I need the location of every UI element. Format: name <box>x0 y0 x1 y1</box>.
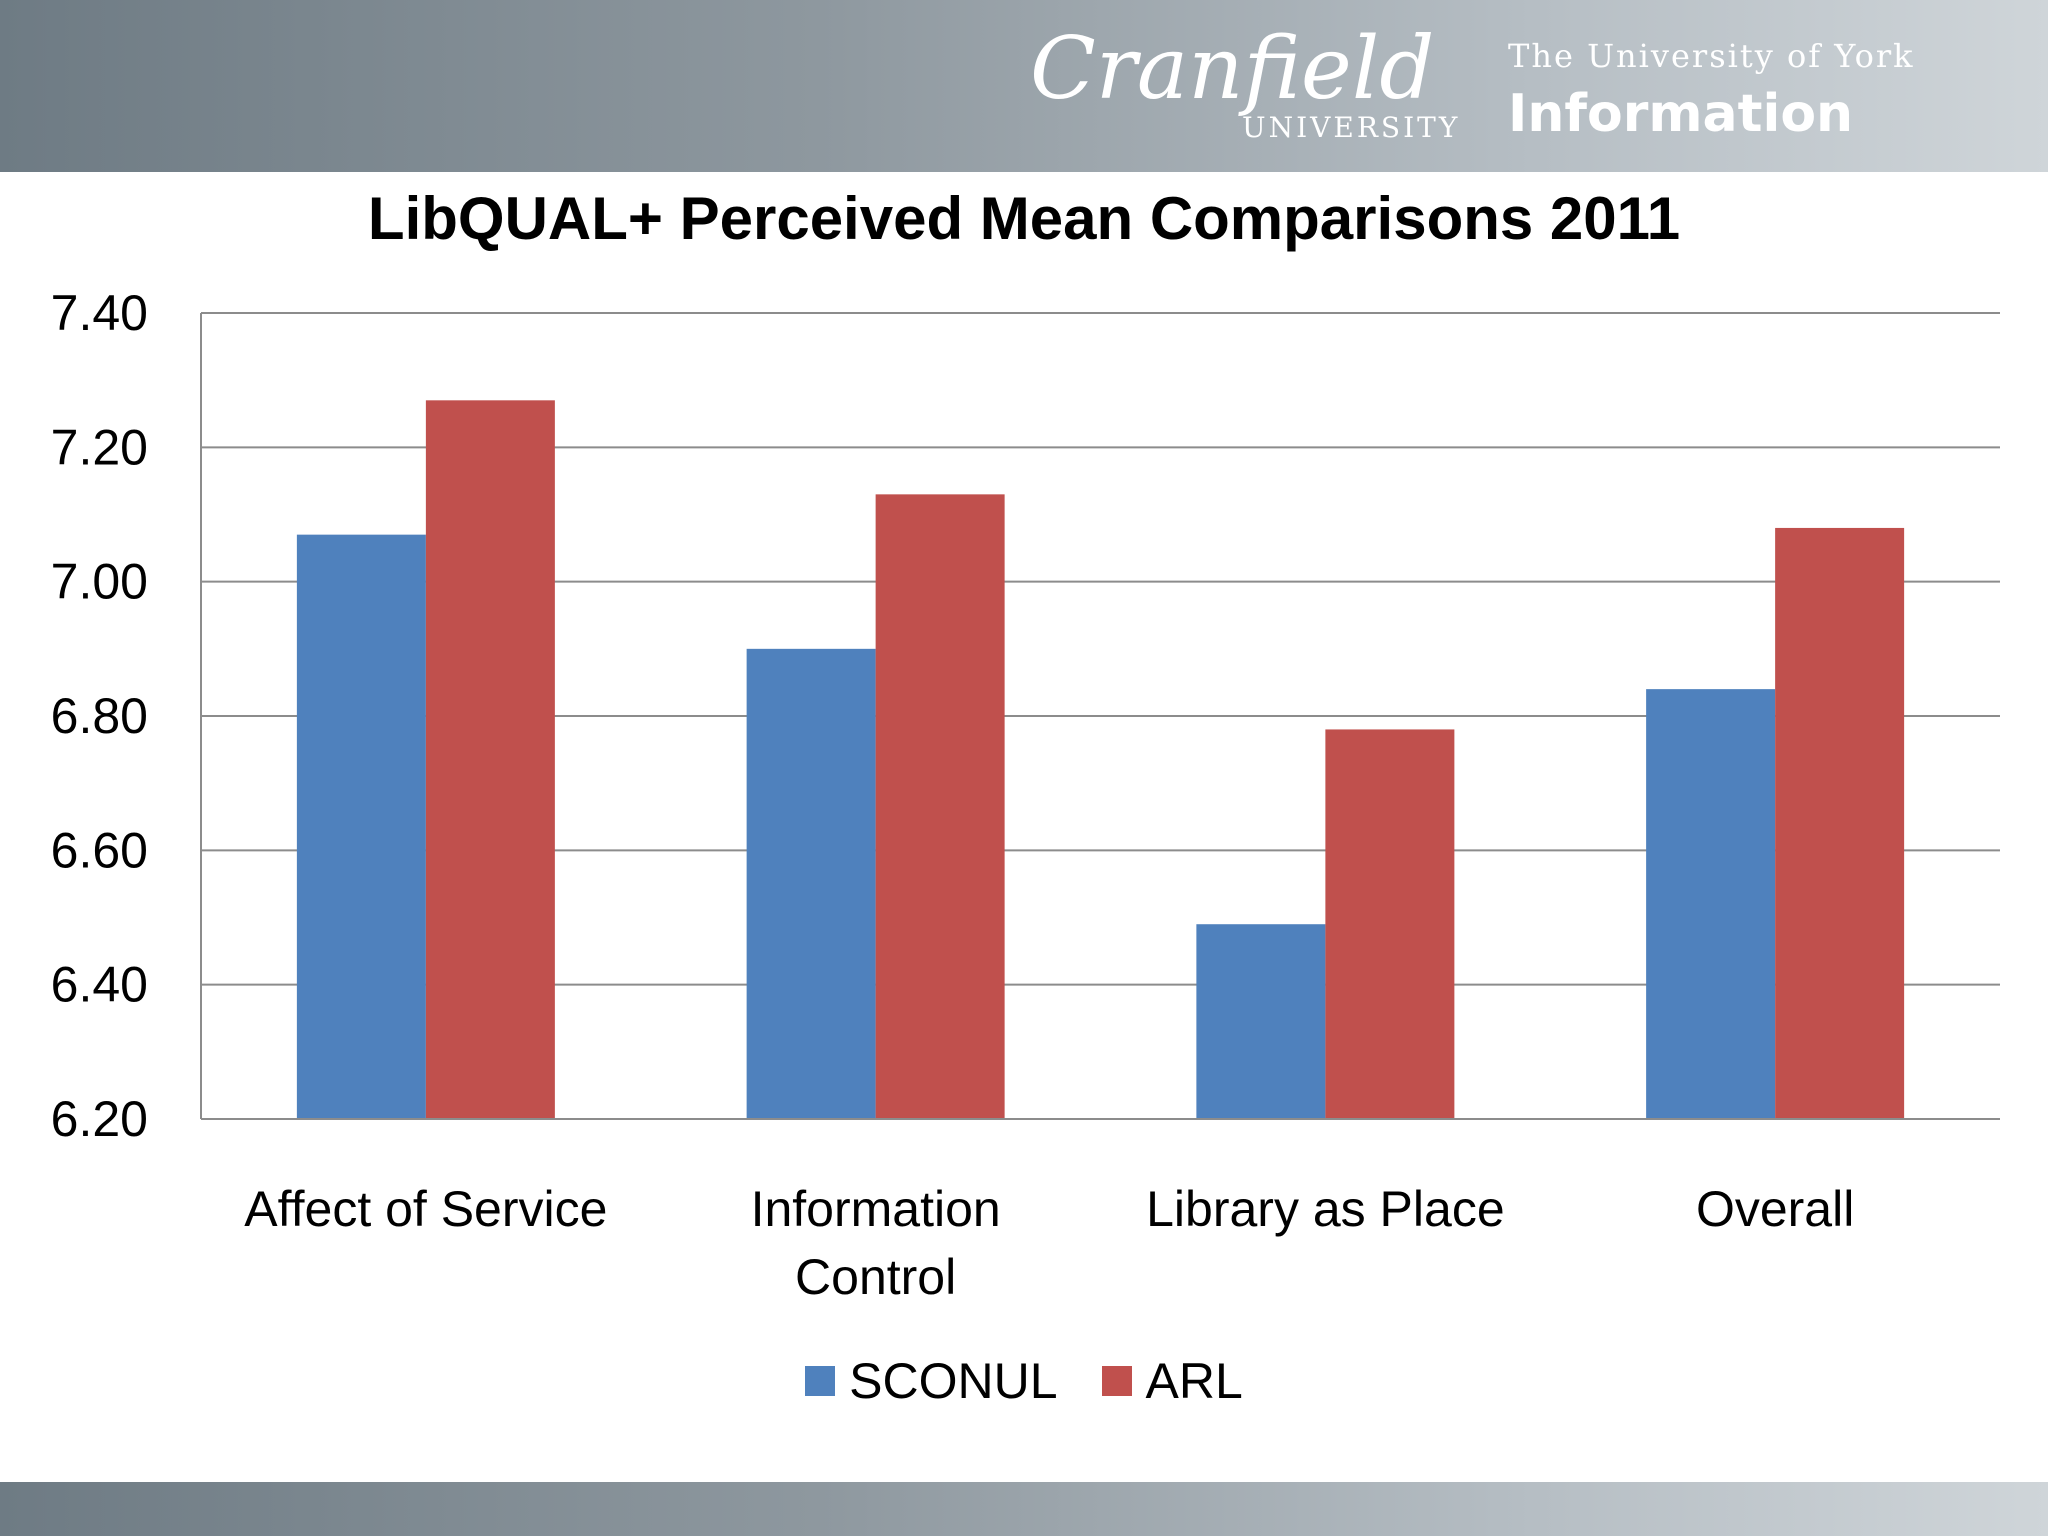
y-tick-label: 6.80 <box>51 688 148 744</box>
bar-arl <box>425 400 555 1120</box>
chart-title: LibQUAL+ Perceived Mean Comparisons 2011 <box>367 185 1681 252</box>
y-tick-label: 7.00 <box>51 554 148 610</box>
legend-label-arl: ARL <box>1145 1353 1243 1409</box>
legend-item-sconul: SCONUL <box>805 1352 1058 1410</box>
york-logo: The University of York <box>1508 37 1915 75</box>
bar-sconul <box>1646 689 1776 1119</box>
bar-sconul <box>746 648 876 1119</box>
legend-swatch-sconul <box>805 1366 836 1396</box>
footer-banner <box>0 1482 2048 1536</box>
bar-sconul <box>1196 924 1326 1119</box>
y-tick-label: 7.40 <box>51 285 148 341</box>
cranfield-logo-subtitle: UNIVERSITY <box>1242 111 1461 144</box>
legend-swatch-arl <box>1101 1366 1132 1396</box>
bar-sconul <box>296 534 426 1119</box>
york-logo-information: Information <box>1508 84 1854 144</box>
y-tick-label: 7.20 <box>51 419 148 475</box>
bar-arl <box>875 494 1005 1120</box>
legend-item-arl: ARL <box>1101 1352 1243 1410</box>
x-category-label: Overall <box>1696 1181 1854 1237</box>
x-category-label: Information <box>751 1181 1001 1237</box>
cranfield-logo: Cranfield <box>1030 19 1435 119</box>
chart-legend: SCONUL ARL <box>0 1352 2048 1410</box>
y-tick-label: 6.60 <box>51 822 148 878</box>
x-category-label: Control <box>795 1249 956 1305</box>
y-tick-label: 6.20 <box>51 1091 148 1147</box>
y-tick-label: 6.40 <box>51 957 148 1013</box>
x-category-label: Library as Place <box>1146 1181 1505 1237</box>
legend-label-sconul: SCONUL <box>849 1353 1058 1409</box>
bar-arl <box>1325 729 1455 1119</box>
header-banner: Cranfield UNIVERSITY The University of Y… <box>0 0 2048 172</box>
bar-arl <box>1775 527 1905 1119</box>
x-category-label: Affect of Service <box>244 1181 607 1237</box>
